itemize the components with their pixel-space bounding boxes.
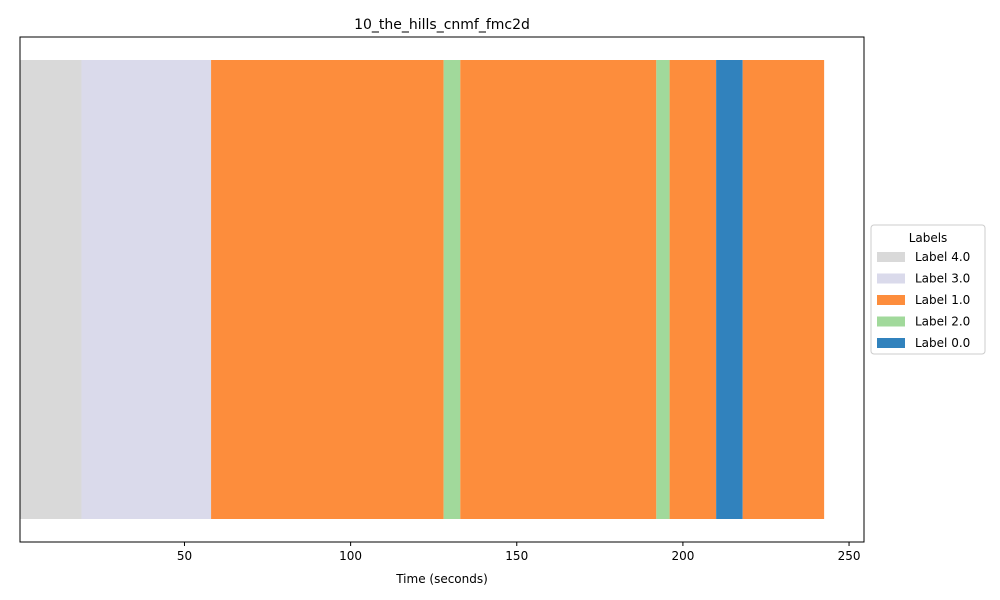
x-tick-label: 200 xyxy=(671,549,694,563)
legend-swatch xyxy=(877,295,905,305)
segment-bar xyxy=(443,60,461,519)
segments-layer xyxy=(20,60,825,519)
x-tick-label: 100 xyxy=(339,549,362,563)
legend-label: Label 4.0 xyxy=(915,250,970,264)
legend-entries: Label 4.0 Label 3.0 Label 1.0 Label 2.0 Labe… xyxy=(877,250,970,350)
segment-bar xyxy=(716,60,743,519)
x-axis-ticks: 50 100 150 200 250 xyxy=(177,542,861,563)
segment-bar xyxy=(460,60,657,519)
x-axis-title: Time (seconds) xyxy=(395,572,488,586)
legend-swatch xyxy=(877,316,905,327)
chart-title: 10_the_hills_cnmf_fmc2d xyxy=(354,17,530,33)
x-tick-label: 50 xyxy=(177,549,192,563)
segment-bar xyxy=(211,60,444,519)
legend-label: Label 3.0 xyxy=(915,272,970,286)
segment-bar xyxy=(742,60,825,519)
segment-bar xyxy=(669,60,717,519)
legend-swatch xyxy=(877,338,905,348)
segment-bar xyxy=(20,60,82,519)
legend-swatch xyxy=(877,252,905,262)
legend-swatch xyxy=(877,273,905,284)
legend-label: Label 1.0 xyxy=(915,293,970,307)
plot-frame xyxy=(19,36,865,543)
legend-title: Labels xyxy=(909,231,948,245)
segment-bar xyxy=(81,60,212,519)
legend-label: Label 0.0 xyxy=(915,336,970,350)
x-tick-label: 150 xyxy=(505,549,528,563)
segment-bar xyxy=(656,60,670,519)
x-tick-label: 250 xyxy=(838,549,861,563)
legend-label: Label 2.0 xyxy=(915,315,970,329)
